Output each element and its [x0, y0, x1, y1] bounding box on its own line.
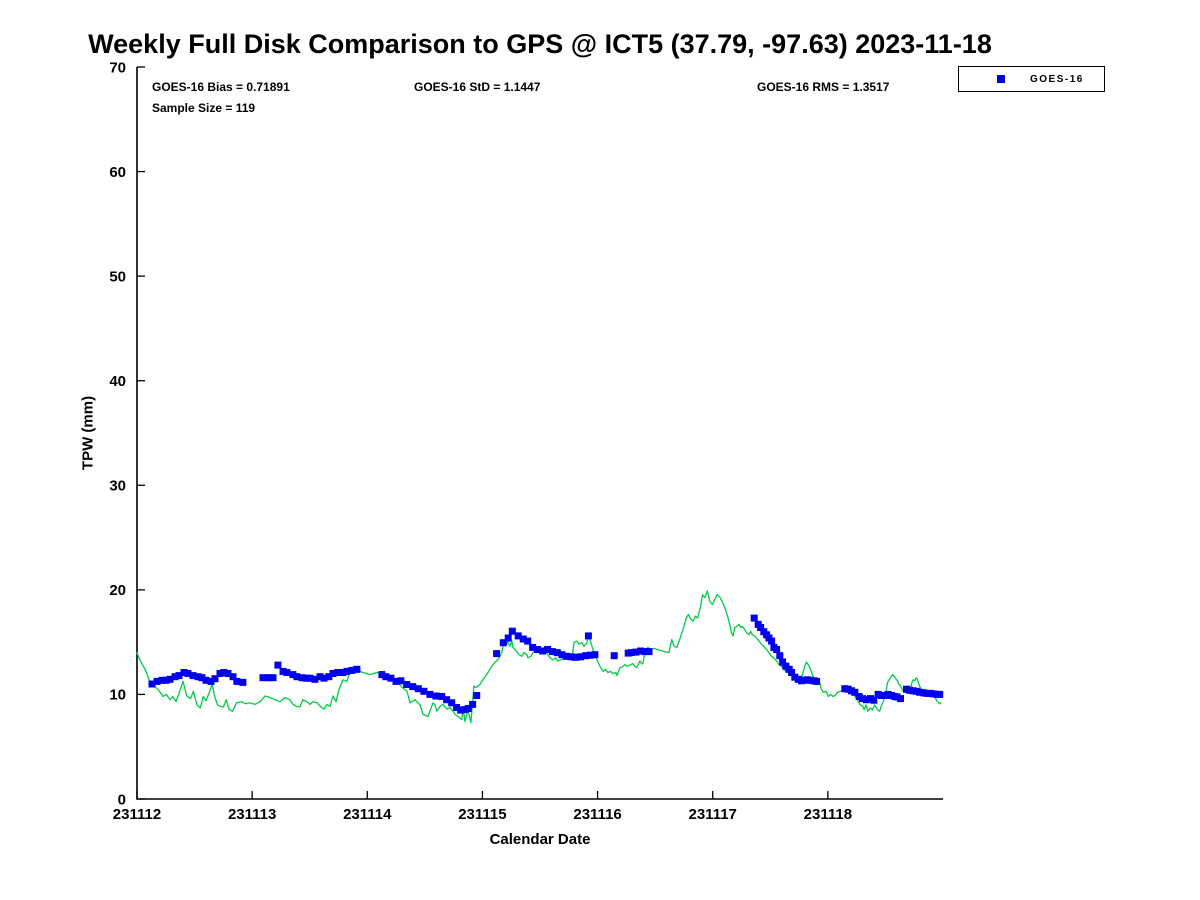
y-tick-group: 0 10 20 30 40 50 60 70 [109, 59, 145, 808]
x-tick-label: 231116 [573, 806, 621, 823]
stat-bias: GOES-16 Bias = 0.71891 [152, 80, 290, 94]
goes16-markers [148, 614, 944, 714]
stat-std: GOES-16 StD = 1.1447 [414, 80, 541, 94]
x-tick-label: 231118 [804, 806, 852, 823]
y-tick-label: 20 [109, 582, 126, 599]
x-tick-label: 231115 [458, 806, 506, 823]
stat-rms: GOES-16 RMS = 1.3517 [757, 80, 890, 94]
legend-box: GOES-16 [958, 66, 1105, 92]
x-tick-group: 231112 231113 231114 231115 231116 231117 2311… [113, 791, 852, 823]
gps-line [136, 590, 942, 724]
x-tick-label: 231112 [113, 806, 161, 823]
goes16-square-marker-icon [997, 75, 1005, 83]
y-tick-label: 40 [109, 373, 126, 390]
x-tick-label: 231114 [343, 806, 392, 823]
stat-sample-size: Sample Size = 119 [152, 101, 256, 115]
x-tick-label: 231117 [689, 806, 737, 823]
y-tick-label: 30 [109, 478, 126, 495]
y-tick-label: 60 [109, 164, 126, 181]
chart-title: Weekly Full Disk Comparison to GPS @ ICT… [88, 29, 992, 59]
x-tick-label: 231113 [228, 806, 276, 823]
y-tick-label: 0 [118, 791, 126, 808]
legend-label: GOES-16 [1030, 73, 1084, 85]
x-axis-label: Calendar Date [489, 831, 591, 848]
y-tick-label: 70 [109, 59, 126, 76]
y-tick-label: 50 [109, 268, 126, 285]
y-tick-label: 10 [109, 687, 126, 704]
